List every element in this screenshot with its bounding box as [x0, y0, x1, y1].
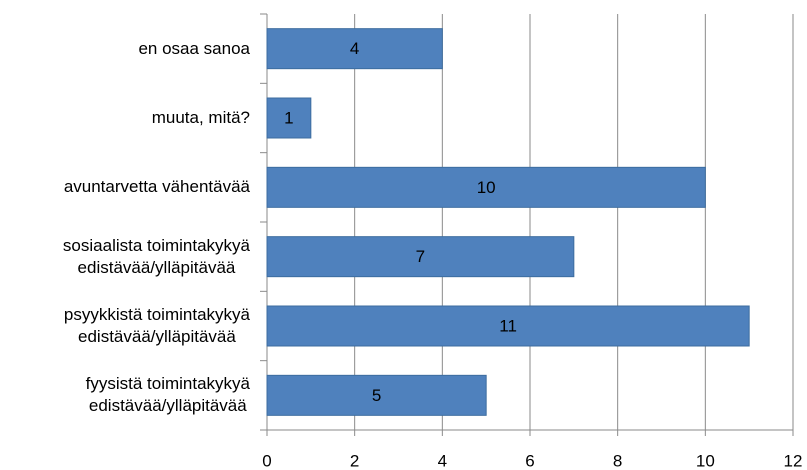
y-tick-label: muuta, mitä?: [151, 108, 250, 127]
x-tick-label: 10: [696, 451, 715, 470]
x-tick-label: 0: [262, 451, 271, 470]
x-tick-label: 4: [438, 451, 447, 470]
value-label: 10: [477, 178, 496, 197]
bar: [266, 236, 575, 278]
bar: [266, 166, 706, 208]
y-tick-label: sosiaalista toimintakykyä edistävää/yllä…: [62, 235, 250, 277]
value-label: 7: [416, 247, 425, 266]
value-label: 1: [284, 108, 293, 127]
y-tick-label: psyykkistä toimintakykyä edistävää/ylläp…: [63, 305, 250, 346]
x-tick-label: 8: [613, 451, 622, 470]
x-tick-label: 6: [525, 451, 534, 470]
value-label: 5: [372, 386, 381, 405]
y-tick-label: avuntarvetta vähentävää: [63, 177, 250, 197]
x-tick-label: 2: [350, 451, 359, 470]
bar: [266, 305, 750, 347]
x-tick-label: 12: [784, 451, 803, 470]
value-label: 4: [350, 39, 359, 58]
y-tick-label: fyysistä toimintakykyä edistävää/ylläpit…: [85, 374, 250, 416]
bar: [266, 28, 443, 70]
bar: [266, 97, 312, 139]
bar: [266, 374, 487, 416]
y-tick-label: en osaa sanoa: [138, 38, 250, 58]
value-label: 11: [499, 316, 517, 335]
